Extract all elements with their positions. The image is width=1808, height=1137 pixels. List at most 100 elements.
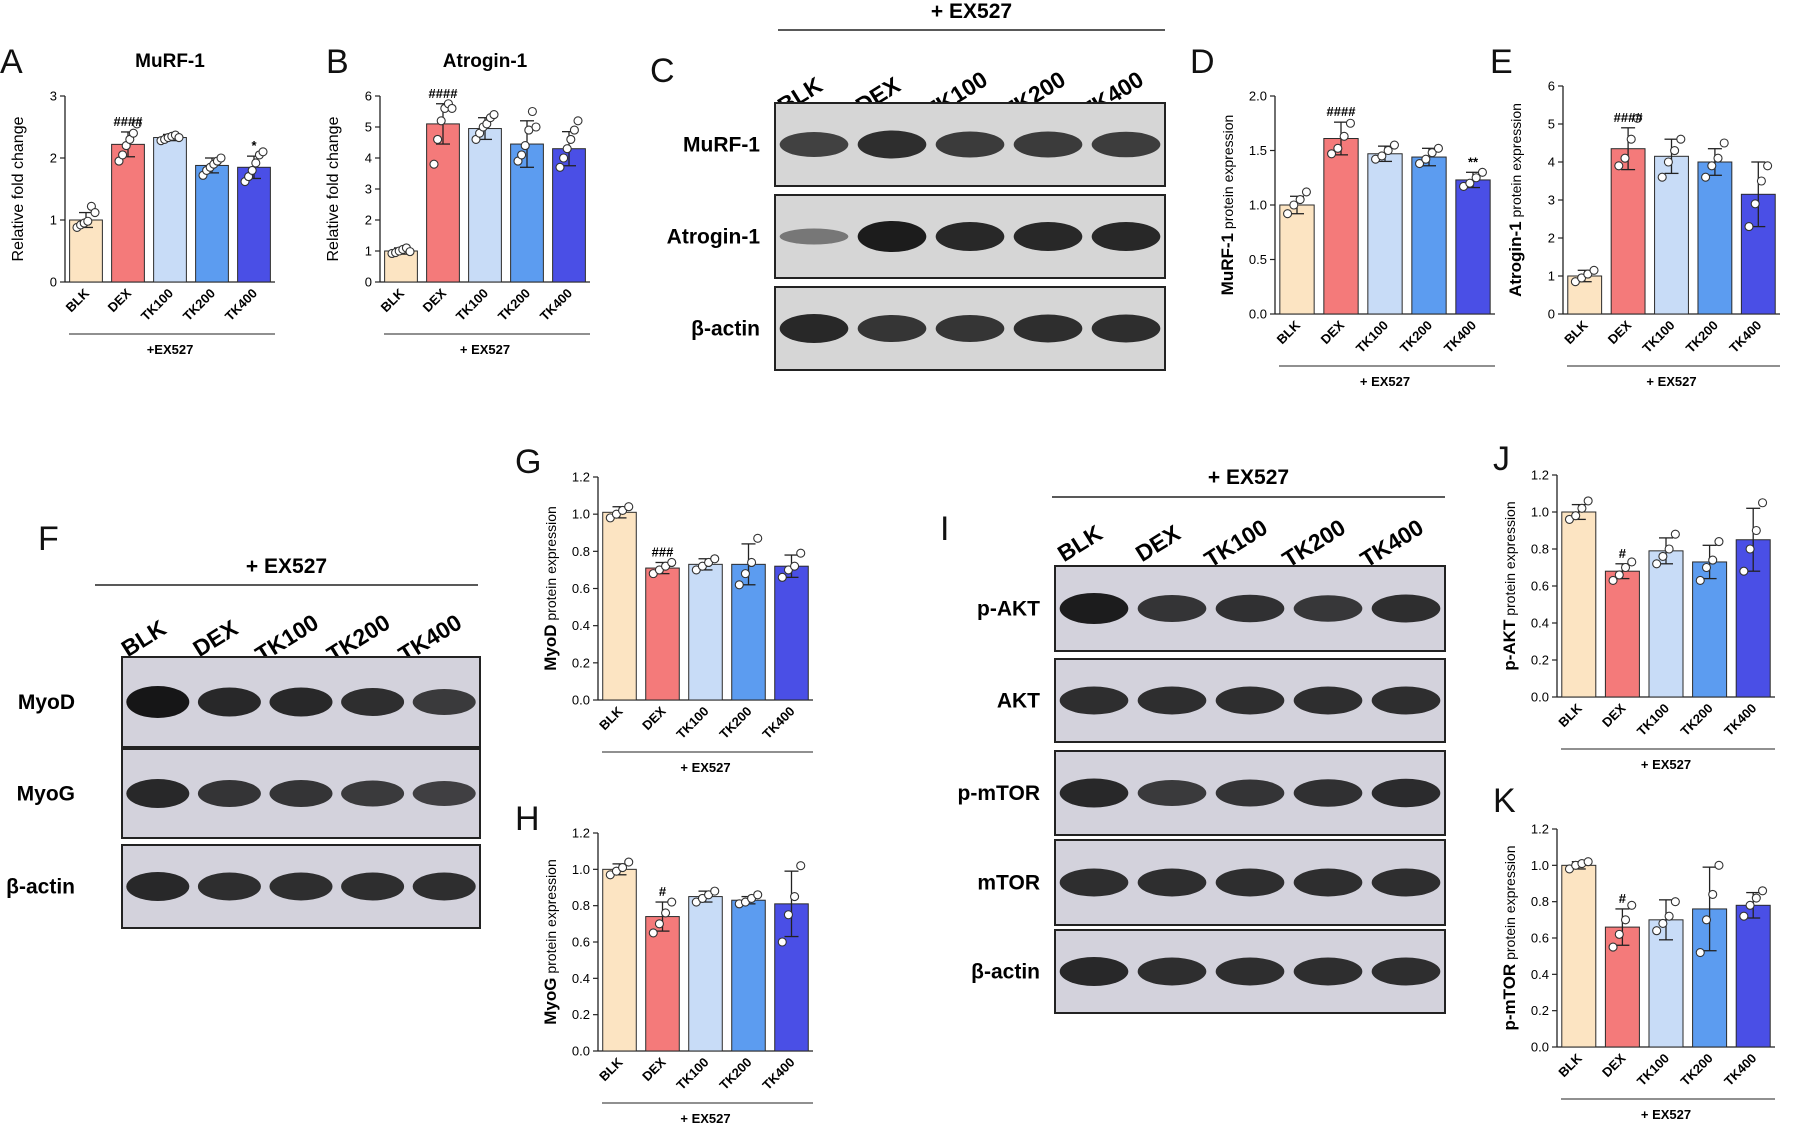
y-tick-label: 1.0 (1531, 858, 1549, 873)
data-point (216, 153, 226, 163)
protein-band (1371, 868, 1441, 897)
y-tick-label: 0.2 (572, 655, 590, 670)
chart-h: MyoG protein expression 0.0 0.2 0.4 0.6 0.8 1.… (541, 826, 813, 1126)
protein-band (126, 872, 190, 901)
data-point (753, 533, 763, 543)
significance-label: #### (1614, 110, 1644, 125)
significance-label: # (659, 884, 667, 899)
x-tick-label: TK400 (759, 1055, 797, 1093)
data-point (1739, 911, 1749, 921)
data-point (1739, 566, 1749, 576)
protein-band (197, 872, 261, 901)
blot-row-label: MuRF-1 (683, 134, 760, 157)
lane-label-tk200: TK200 (1278, 514, 1350, 573)
protein-band (269, 687, 333, 717)
x-tick-label: BLK (596, 703, 626, 733)
x-tick-label: BLK (63, 285, 93, 315)
treatment-label: + EX527 (460, 342, 510, 357)
data-point (1695, 947, 1705, 958)
x-tick-label: BLK (1555, 1050, 1585, 1080)
y-tick-label: 0.8 (1531, 542, 1549, 557)
data-point (1652, 926, 1662, 936)
data-point (1719, 138, 1729, 148)
x-tick-label: TK100 (1634, 701, 1672, 739)
data-point (710, 554, 720, 564)
data-point (796, 548, 806, 558)
data-point (777, 937, 787, 947)
data-point (667, 897, 677, 907)
data-point (1658, 918, 1668, 929)
treatment-label: + EX527 (680, 1111, 730, 1126)
y-axis-label: MyoG protein expression (541, 859, 560, 1025)
protein-band (1137, 868, 1207, 897)
data-point (1626, 134, 1636, 144)
x-tick-label: BLK (1274, 317, 1304, 347)
protein-band (412, 872, 476, 901)
data-point (118, 150, 128, 160)
y-tick-label: 1.2 (1531, 822, 1549, 837)
y-tick-label: 1.0 (572, 507, 590, 522)
protein-band (1059, 778, 1129, 808)
y-tick-label: 2 (1548, 231, 1555, 246)
bar-tk100 (1648, 919, 1684, 1048)
protein-band (1013, 314, 1083, 343)
x-tick-label: TK100 (1639, 318, 1677, 356)
data-point (1714, 860, 1724, 870)
x-tick-label: TK100 (673, 704, 711, 742)
data-point (1421, 154, 1431, 164)
bar-blk (602, 511, 637, 701)
protein-band (1013, 222, 1083, 251)
y-tick-label: 0.4 (572, 618, 590, 633)
data-point (1620, 562, 1631, 573)
x-tick-label: TK200 (716, 704, 754, 742)
x-tick-label: DEX (1318, 317, 1348, 347)
protein-band (1371, 594, 1441, 623)
significance-label: * (251, 138, 257, 153)
bar-tk200 (195, 164, 229, 283)
chart-b: Atrogin-1 Relative fold change 0 1 2 3 4 5 6 BLK #… (325, 51, 590, 357)
protein-band (1293, 957, 1363, 986)
data-point (1389, 140, 1399, 150)
bar-dex (1323, 138, 1359, 315)
bar-tk400 (237, 166, 271, 283)
x-tick-label: TK200 (1678, 1051, 1716, 1089)
y-tick-label: 0.0 (1531, 690, 1549, 705)
x-tick-label: TK200 (716, 1055, 754, 1093)
y-tick-label: 3 (1548, 193, 1555, 208)
blot-row-label: β-actin (971, 961, 1040, 984)
data-point (654, 919, 664, 929)
data-point (1614, 570, 1624, 580)
bar-tk100 (1654, 155, 1689, 315)
data-point (559, 153, 569, 163)
data-point (1714, 537, 1724, 547)
y-tick-label: 1.2 (1531, 468, 1549, 483)
data-point (1701, 562, 1712, 573)
panel-letter-f: F (38, 520, 59, 558)
y-tick-label: 0.8 (572, 544, 590, 559)
protein-band (1371, 686, 1441, 715)
y-tick-label: 0.0 (572, 693, 590, 708)
y-tick-label: 2 (365, 213, 372, 228)
protein-band (412, 689, 476, 715)
data-point (429, 159, 439, 169)
bar-tk200 (1697, 161, 1733, 315)
data-point (648, 928, 658, 938)
data-point (1608, 942, 1618, 952)
x-tick-label: TK200 (1683, 318, 1721, 356)
protein-band (1293, 868, 1363, 897)
x-tick-label: TK100 (673, 1055, 711, 1093)
data-point (489, 110, 499, 120)
data-point (1664, 911, 1674, 921)
bar-blk (1561, 511, 1597, 698)
data-point (1695, 575, 1705, 586)
data-point (405, 247, 415, 257)
y-tick-label: 1 (1548, 269, 1555, 284)
data-point (174, 132, 184, 143)
y-tick-label: 0.2 (572, 1007, 590, 1022)
data-point (790, 892, 800, 902)
panel-letter-i: I (940, 510, 949, 548)
data-point (1583, 857, 1593, 867)
data-point (1295, 195, 1305, 205)
data-point (661, 908, 671, 918)
data-point (1583, 496, 1593, 506)
